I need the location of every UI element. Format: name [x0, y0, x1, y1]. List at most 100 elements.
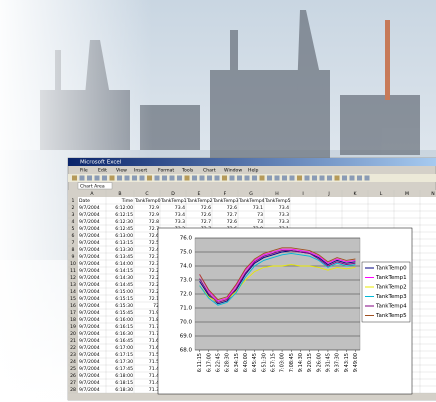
series-line — [199, 252, 356, 306]
toolbar-button[interactable] — [162, 175, 167, 181]
menu-item[interactable]: File — [80, 168, 88, 174]
x-tick-label: 9:26:00 — [316, 353, 322, 372]
cell: 72.9 — [149, 205, 159, 211]
cell: 6:14:00 — [115, 261, 133, 267]
menu-item[interactable]: Tools — [181, 168, 194, 174]
name-box[interactable]: Chart Area — [80, 184, 105, 190]
cell: 71.9 — [149, 310, 159, 316]
cell: TankTemp5 — [264, 198, 291, 204]
x-tick-label: 6:45:45 — [252, 353, 258, 372]
row-number: 16 — [70, 303, 76, 309]
cell: 9/7/2004 — [79, 212, 100, 218]
series-line — [199, 247, 356, 301]
toolbar-button[interactable] — [334, 175, 340, 181]
legend-label: TankTemp0 — [375, 266, 407, 272]
cell: 72.4 — [149, 247, 159, 253]
toolbar-button[interactable] — [147, 175, 152, 181]
cell: 71.7 — [149, 324, 159, 330]
cell: 72.2 — [149, 275, 159, 281]
toolbar-button[interactable] — [349, 175, 355, 181]
x-tick-label: 6:40:00 — [243, 353, 249, 372]
x-tick-label: 6:22:45 — [215, 353, 221, 372]
toolbar-button[interactable] — [124, 175, 130, 181]
cell: 9/7/2004 — [79, 359, 100, 365]
toolbar-button[interactable] — [169, 175, 175, 181]
toolbar-button[interactable] — [267, 175, 272, 181]
toolbar-button[interactable] — [192, 175, 197, 181]
toolbar-button[interactable] — [94, 175, 100, 181]
toolbar-button[interactable] — [102, 175, 107, 181]
toolbar-button[interactable] — [252, 175, 257, 181]
menu-item[interactable]: Chart — [203, 168, 216, 174]
column-header: J — [327, 191, 329, 197]
toolbar-button[interactable] — [154, 175, 160, 181]
cell: 73.1 — [253, 205, 263, 211]
cell: 6:15:00 — [115, 289, 133, 295]
cell: 72.6 — [227, 219, 237, 225]
toolbar-button[interactable] — [229, 175, 235, 181]
toolbar-button[interactable] — [237, 175, 242, 181]
cell: 72.9 — [149, 212, 159, 218]
row-number: 26 — [70, 373, 76, 379]
chart-area: 68.0 69.0 70.0 71.0 72.0 73.0 74.0 75.0 76.0 6:11… — [157, 227, 413, 395]
toolbar-button[interactable] — [357, 175, 362, 181]
cell: 9/7/2004 — [79, 261, 100, 267]
toolbar-button[interactable] — [87, 175, 92, 181]
cell: 72.7 — [201, 219, 211, 225]
cell: TankTemp1 — [160, 198, 187, 204]
toolbar-button[interactable] — [117, 175, 122, 181]
toolbar-button[interactable] — [289, 175, 295, 181]
toolbar-button[interactable] — [79, 175, 85, 181]
menu-item[interactable]: Insert — [134, 168, 147, 174]
menu-item[interactable]: Window — [224, 168, 242, 174]
toolbar-button[interactable] — [312, 175, 317, 181]
row-number: 2 — [72, 205, 75, 211]
toolbar-button[interactable] — [282, 175, 287, 181]
toolbar-button[interactable] — [139, 175, 145, 181]
toolbar-button[interactable] — [259, 175, 265, 181]
toolbar-button[interactable] — [132, 175, 137, 181]
toolbar-button[interactable] — [274, 175, 280, 181]
legend-label: TankTemp3 — [375, 294, 407, 300]
row-number: 17 — [70, 310, 76, 316]
cell: 6:17:15 — [115, 352, 133, 358]
toolbar-button[interactable] — [207, 175, 212, 181]
toolbar-button[interactable] — [222, 175, 227, 181]
cell: 9/7/2004 — [79, 366, 100, 372]
toolbar-button[interactable] — [177, 175, 182, 181]
menu-item[interactable]: Format — [158, 168, 174, 174]
menu-item[interactable]: Edit — [98, 168, 107, 174]
row-number: 6 — [72, 233, 75, 239]
row-number: 10 — [70, 261, 76, 267]
cell: TankTemp0 — [134, 198, 161, 204]
toolbar-button[interactable] — [109, 175, 115, 181]
toolbar-button[interactable] — [297, 175, 302, 181]
toolbar-button[interactable] — [304, 175, 310, 181]
toolbar-button[interactable] — [364, 175, 370, 181]
toolbar-button[interactable] — [319, 175, 325, 181]
toolbar-button[interactable] — [342, 175, 347, 181]
toolbar-button[interactable] — [72, 175, 77, 181]
row-number: 24 — [70, 359, 76, 365]
toolbar-button[interactable] — [327, 175, 332, 181]
series-line — [199, 250, 356, 303]
toolbar-button[interactable] — [184, 175, 190, 181]
row-number: 21 — [70, 338, 76, 344]
row-number: 8 — [72, 247, 75, 253]
row-number: 11 — [70, 268, 76, 274]
cell: 73.4 — [175, 212, 185, 218]
cell: 71.5 — [149, 352, 159, 358]
cell: 6:14:30 — [115, 275, 133, 281]
menu-item[interactable]: Help — [248, 168, 259, 174]
cell: 9/7/2004 — [79, 205, 100, 211]
menu-item[interactable]: View — [116, 168, 127, 174]
toolbar-button[interactable] — [244, 175, 250, 181]
cell: 6:18:00 — [115, 373, 133, 379]
legend-label: TankTemp5 — [375, 313, 407, 319]
row-number: 13 — [70, 282, 76, 288]
cell: 6:13:30 — [115, 247, 133, 253]
toolbar-button[interactable] — [199, 175, 205, 181]
toolbar-button[interactable] — [214, 175, 220, 181]
cell: 9/7/2004 — [79, 387, 100, 393]
cell: 6:18:30 — [115, 387, 133, 393]
